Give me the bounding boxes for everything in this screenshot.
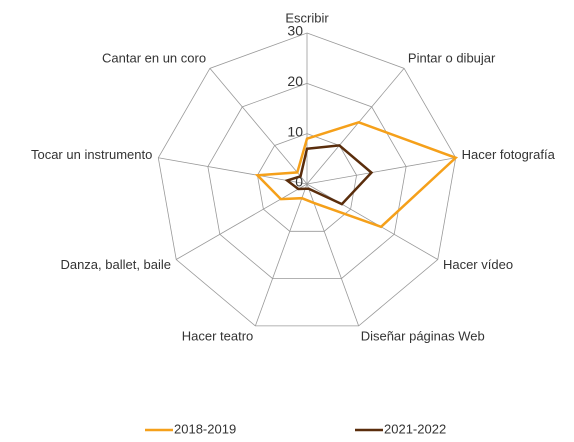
category-label: Escribir <box>285 10 329 25</box>
category-label: Danza, ballet, baile <box>60 257 171 272</box>
r-tick-label: 0 <box>295 174 303 190</box>
category-label: Pintar o dibujar <box>408 51 496 66</box>
legend-label: 2018-2019 <box>174 421 236 436</box>
spoke <box>306 183 360 327</box>
r-tick-label: 30 <box>287 23 303 39</box>
category-label: Hacer vídeo <box>443 257 513 272</box>
grid-ring <box>207 82 407 279</box>
grid-ring <box>257 133 357 232</box>
spoke <box>176 183 308 260</box>
legend-label: 2021-2022 <box>384 421 446 436</box>
spoke <box>306 183 438 260</box>
spoke <box>158 157 308 185</box>
category-label: Hacer teatro <box>182 329 254 344</box>
spoke <box>254 183 308 327</box>
series-line <box>284 144 374 206</box>
r-tick-label: 20 <box>287 73 303 89</box>
spoke <box>209 68 308 185</box>
grid-ring <box>157 32 457 327</box>
category-label: Hacer fotografía <box>462 147 556 162</box>
r-tick-label: 10 <box>287 123 303 139</box>
spoke <box>306 68 405 185</box>
spoke <box>306 157 456 185</box>
category-label: Tocar un instrumento <box>31 147 152 162</box>
category-label: Cantar en un coro <box>102 51 206 66</box>
series-line <box>254 120 459 229</box>
category-label: Diseñar páginas Web <box>361 329 485 344</box>
